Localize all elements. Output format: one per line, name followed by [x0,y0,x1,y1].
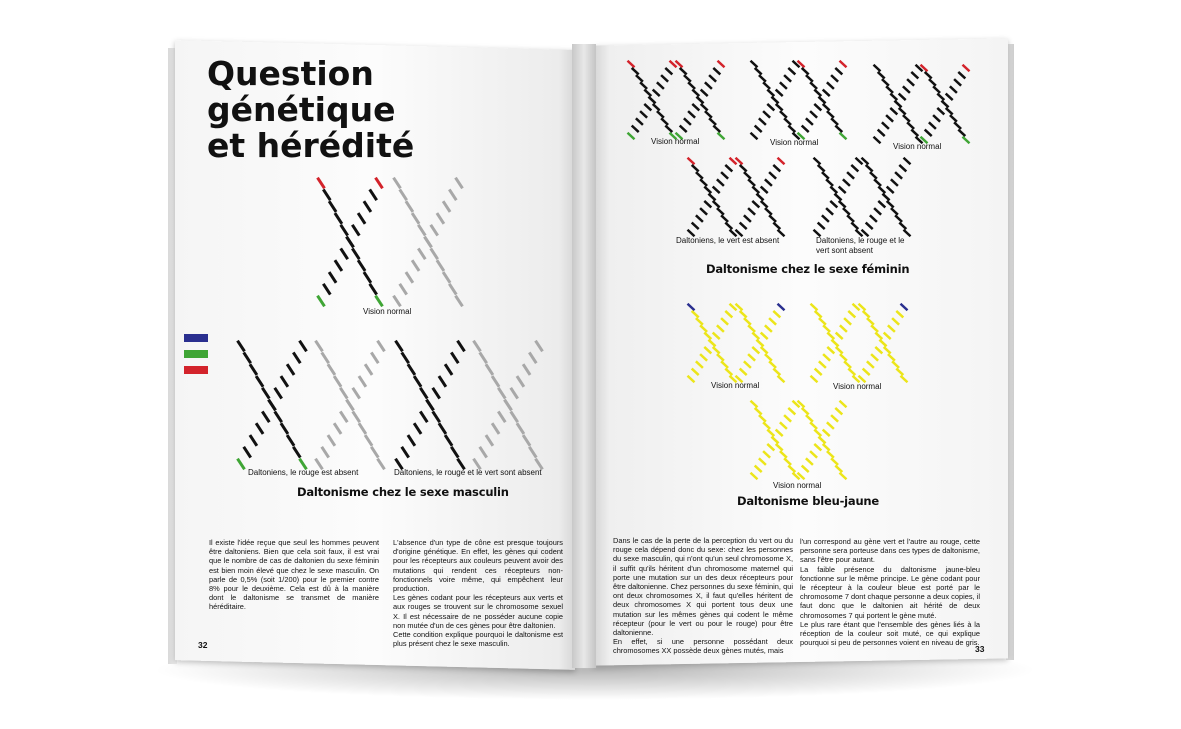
right-column-1: Dans le cas de la perte de la perception… [613,536,793,656]
right-col1-p1: Dans le cas de la perte de la perception… [613,536,793,638]
page-stack-right [1006,44,1014,660]
x-chromosome-glyph [796,399,848,481]
right-col2-p3: Le plus rare étant que l'ensemble des gè… [800,619,980,648]
heading-male: Daltonisme chez le sexe masculin [297,485,509,499]
caption-vision-normal-left: Vision normal [363,307,412,316]
x-chromosome-glyph [316,176,384,308]
page-number-right: 33 [975,644,985,654]
caption-vision-normal-y1: Vision normal [711,381,760,390]
green-tab [184,350,208,358]
x-chromosome-glyph [860,156,912,238]
x-chromosome-glyph [734,302,786,384]
book-spine [572,44,596,668]
x-chromosome-glyph [872,63,924,145]
page-stack-left [168,48,177,664]
title-line-2: génétique [207,90,396,129]
right-col1-p2: En effet, si une personne possédant deux… [613,637,793,656]
title-line-1: Question [207,54,374,93]
x-chromosome-glyph [919,63,971,145]
x-chromosome-glyph [809,302,861,384]
left-column-1: Il existe l'idée reçue que seul les homm… [209,538,379,612]
heading-female: Daltonisme chez le sexe féminin [706,262,910,276]
colour-tabs [184,334,208,374]
left-col2-p2: Les gènes codant pour les récepteurs aux… [393,593,563,630]
x-chromosome-glyph [626,59,678,141]
right-column-2: l'un correspond au gène vert et l'autre … [800,537,980,647]
caption-red-green-absent-left: Daltoniens, le rouge et le vert sont abs… [394,468,542,477]
page-number-left: 32 [198,640,208,650]
caption-red-green-absent-right: Daltoniens, le rouge et le vert sont abs… [816,236,905,255]
left-col1-text: Il existe l'idée reçue que seul les homm… [209,538,379,612]
left-col2-p3: Cette condition explique pourquoi le dal… [393,630,563,649]
x-chromosome-glyph [314,339,386,471]
caption-vision-normal-r1: Vision normal [651,137,700,146]
title-line-3: et hérédité [207,126,415,165]
caption-vision-normal-y3: Vision normal [773,481,822,490]
x-chromosome-glyph [749,399,801,481]
blue-tab [184,334,208,342]
heading-blue-yellow: Daltonisme bleu-jaune [737,494,880,508]
x-chromosome-glyph [686,302,738,384]
x-chromosome-glyph [392,176,464,308]
x-chromosome-glyph [472,339,544,471]
left-col2-p1: L'absence d'un type de cône est presque … [393,538,563,594]
caption-vision-normal-r3: Vision normal [893,142,942,151]
caption-vision-normal-r2: Vision normal [770,138,819,147]
x-chromosome-glyph [674,59,726,141]
x-chromosome-glyph [394,339,466,471]
left-column-2: L'absence d'un type de cône est presque … [393,538,563,648]
x-chromosome-glyph [796,59,848,141]
x-chromosome-glyph [749,59,801,141]
caption-green-absent: Daltoniens, le vert est absent [676,236,780,245]
page-title: Question génétique et hérédité [207,56,507,164]
chromosome-glyphs [236,59,971,481]
x-chromosome-glyph [812,156,864,238]
x-chromosome-glyph [236,339,308,471]
x-chromosome-glyph [734,156,786,238]
right-col2-p1: l'un correspond au gène vert et l'autre … [800,537,980,565]
right-col2-p2: La faible présence du daltonisme jaune-b… [800,564,980,620]
red-tab [184,366,208,374]
caption-red-absent: Daltoniens, le rouge est absent [248,468,359,477]
x-chromosome-glyph [857,302,909,384]
caption-vision-normal-y2: Vision normal [833,382,882,391]
x-chromosome-glyph [686,156,738,238]
